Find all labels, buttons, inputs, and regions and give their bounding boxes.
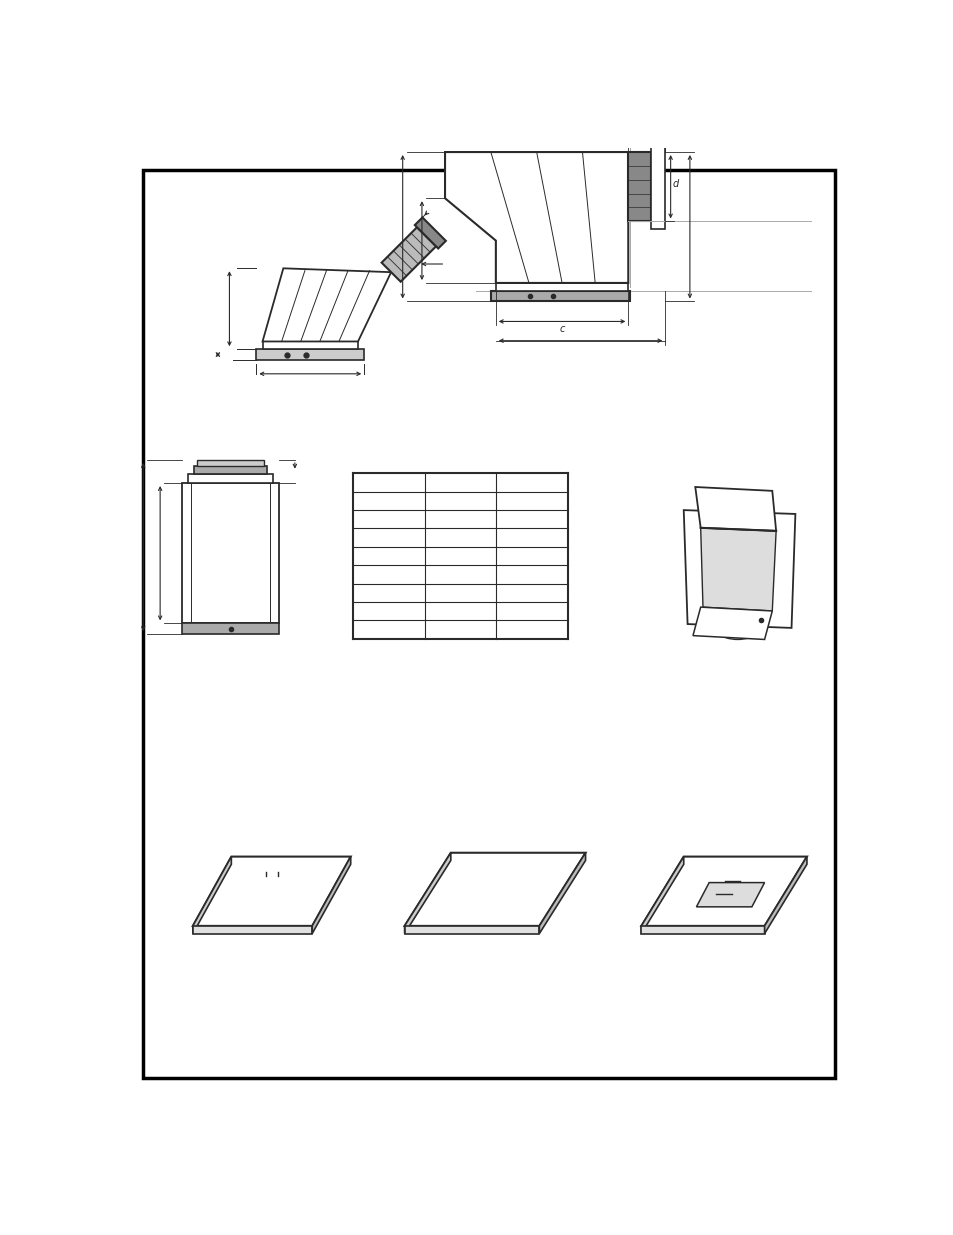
Text: c: c (558, 325, 564, 335)
Polygon shape (193, 466, 267, 474)
Polygon shape (700, 527, 776, 611)
Polygon shape (538, 852, 585, 934)
Polygon shape (193, 926, 312, 934)
Polygon shape (193, 857, 232, 934)
Polygon shape (188, 474, 274, 483)
Polygon shape (496, 283, 628, 290)
Polygon shape (197, 461, 264, 466)
Polygon shape (181, 624, 279, 634)
Polygon shape (381, 227, 436, 282)
Polygon shape (640, 926, 763, 934)
Polygon shape (444, 152, 628, 283)
Polygon shape (651, 144, 664, 228)
Polygon shape (692, 608, 772, 640)
Polygon shape (256, 350, 364, 359)
Polygon shape (640, 857, 683, 934)
Polygon shape (640, 857, 806, 926)
Polygon shape (763, 857, 806, 934)
Polygon shape (695, 487, 776, 531)
Polygon shape (696, 883, 763, 906)
Polygon shape (312, 857, 351, 934)
Polygon shape (404, 852, 585, 926)
Polygon shape (415, 217, 445, 248)
Polygon shape (262, 341, 357, 350)
Text: d: d (672, 179, 679, 189)
Polygon shape (404, 852, 451, 934)
Polygon shape (262, 268, 391, 341)
Polygon shape (491, 290, 629, 301)
Polygon shape (404, 926, 538, 934)
Polygon shape (683, 510, 795, 627)
Polygon shape (628, 152, 651, 221)
Polygon shape (193, 857, 351, 926)
Polygon shape (181, 483, 279, 624)
